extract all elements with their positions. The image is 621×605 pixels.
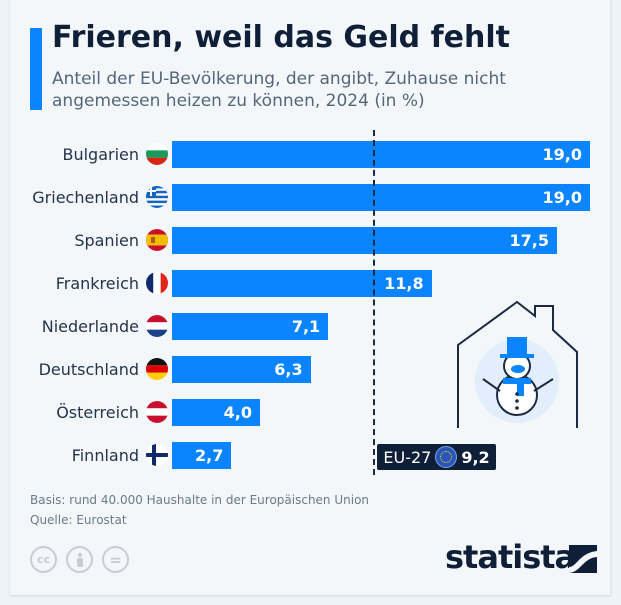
chart-title: Frieren, weil das Geld fehlt <box>52 20 510 55</box>
infographic-card <box>10 0 611 595</box>
category-label: Griechenland <box>32 188 139 207</box>
eu-average-badge: EU-27 9,2 <box>377 444 496 470</box>
no-derivatives-icon[interactable]: = <box>102 546 129 573</box>
category-label: Deutschland <box>38 360 139 379</box>
snowman-hat <box>507 337 527 356</box>
bar: 19,0 <box>172 184 590 211</box>
category-label: Frankreich <box>55 274 139 293</box>
snowman-scarf-tail <box>517 381 524 396</box>
statista-logo-icon <box>569 545 597 573</box>
data-label: 19,0 <box>542 145 582 164</box>
bar: 6,3 <box>172 356 311 383</box>
title-accent-bar <box>30 28 42 110</box>
eu-flag-icon <box>435 446 458 468</box>
eu-average-line <box>373 130 376 475</box>
cc-icon[interactable]: cc <box>30 546 57 573</box>
germany-flag-icon <box>146 358 168 380</box>
data-label: 11,8 <box>384 274 424 293</box>
eu-average-value: 9,2 <box>461 447 490 467</box>
bar: 4,0 <box>172 399 260 426</box>
greece-flag-icon <box>146 186 168 208</box>
category-label: Niederlande <box>41 317 139 336</box>
bar: 17,5 <box>172 227 557 254</box>
category-label: Österreich <box>56 403 139 422</box>
data-label: 4,0 <box>223 403 252 422</box>
spain-flag-icon <box>146 229 168 251</box>
snowman-hat-brim <box>500 354 534 358</box>
data-label: 6,3 <box>274 360 303 379</box>
bar: 19,0 <box>172 141 590 168</box>
brand-name: statista <box>445 538 576 576</box>
france-flag-icon <box>146 272 168 294</box>
data-label: 17,5 <box>509 231 549 250</box>
eu-average-label: EU-27 <box>383 447 432 467</box>
finland-flag-icon <box>146 444 168 466</box>
source-note: Quelle: Eurostat <box>30 513 127 527</box>
snowman-nose <box>511 365 525 373</box>
basis-note: Basis: rund 40.000 Haushalte in der Euro… <box>30 493 370 507</box>
bulgaria-flag-icon <box>146 143 168 165</box>
category-label: Finnland <box>71 446 139 465</box>
bar: 7,1 <box>172 313 329 340</box>
snowman-left-arm <box>482 378 501 392</box>
category-label: Spanien <box>74 231 139 250</box>
bar: 2,7 <box>172 442 232 469</box>
category-label: Bulgarien <box>62 145 139 164</box>
chart-subtitle: Anteil der EU-Bevölkerung, der angibt, Z… <box>52 69 506 111</box>
snowman-right-arm <box>533 378 554 392</box>
house-outline <box>457 300 578 428</box>
austria-flag-icon <box>146 401 168 423</box>
netherlands-flag-icon <box>146 315 168 337</box>
attribution-icon[interactable] <box>66 546 93 573</box>
data-label: 2,7 <box>195 446 224 465</box>
data-label: 7,1 <box>291 317 321 336</box>
bar: 11,8 <box>172 270 432 297</box>
statista-logo[interactable]: statista <box>445 538 576 576</box>
snowman-house-illustration <box>457 300 578 428</box>
data-label: 19,0 <box>542 188 582 207</box>
